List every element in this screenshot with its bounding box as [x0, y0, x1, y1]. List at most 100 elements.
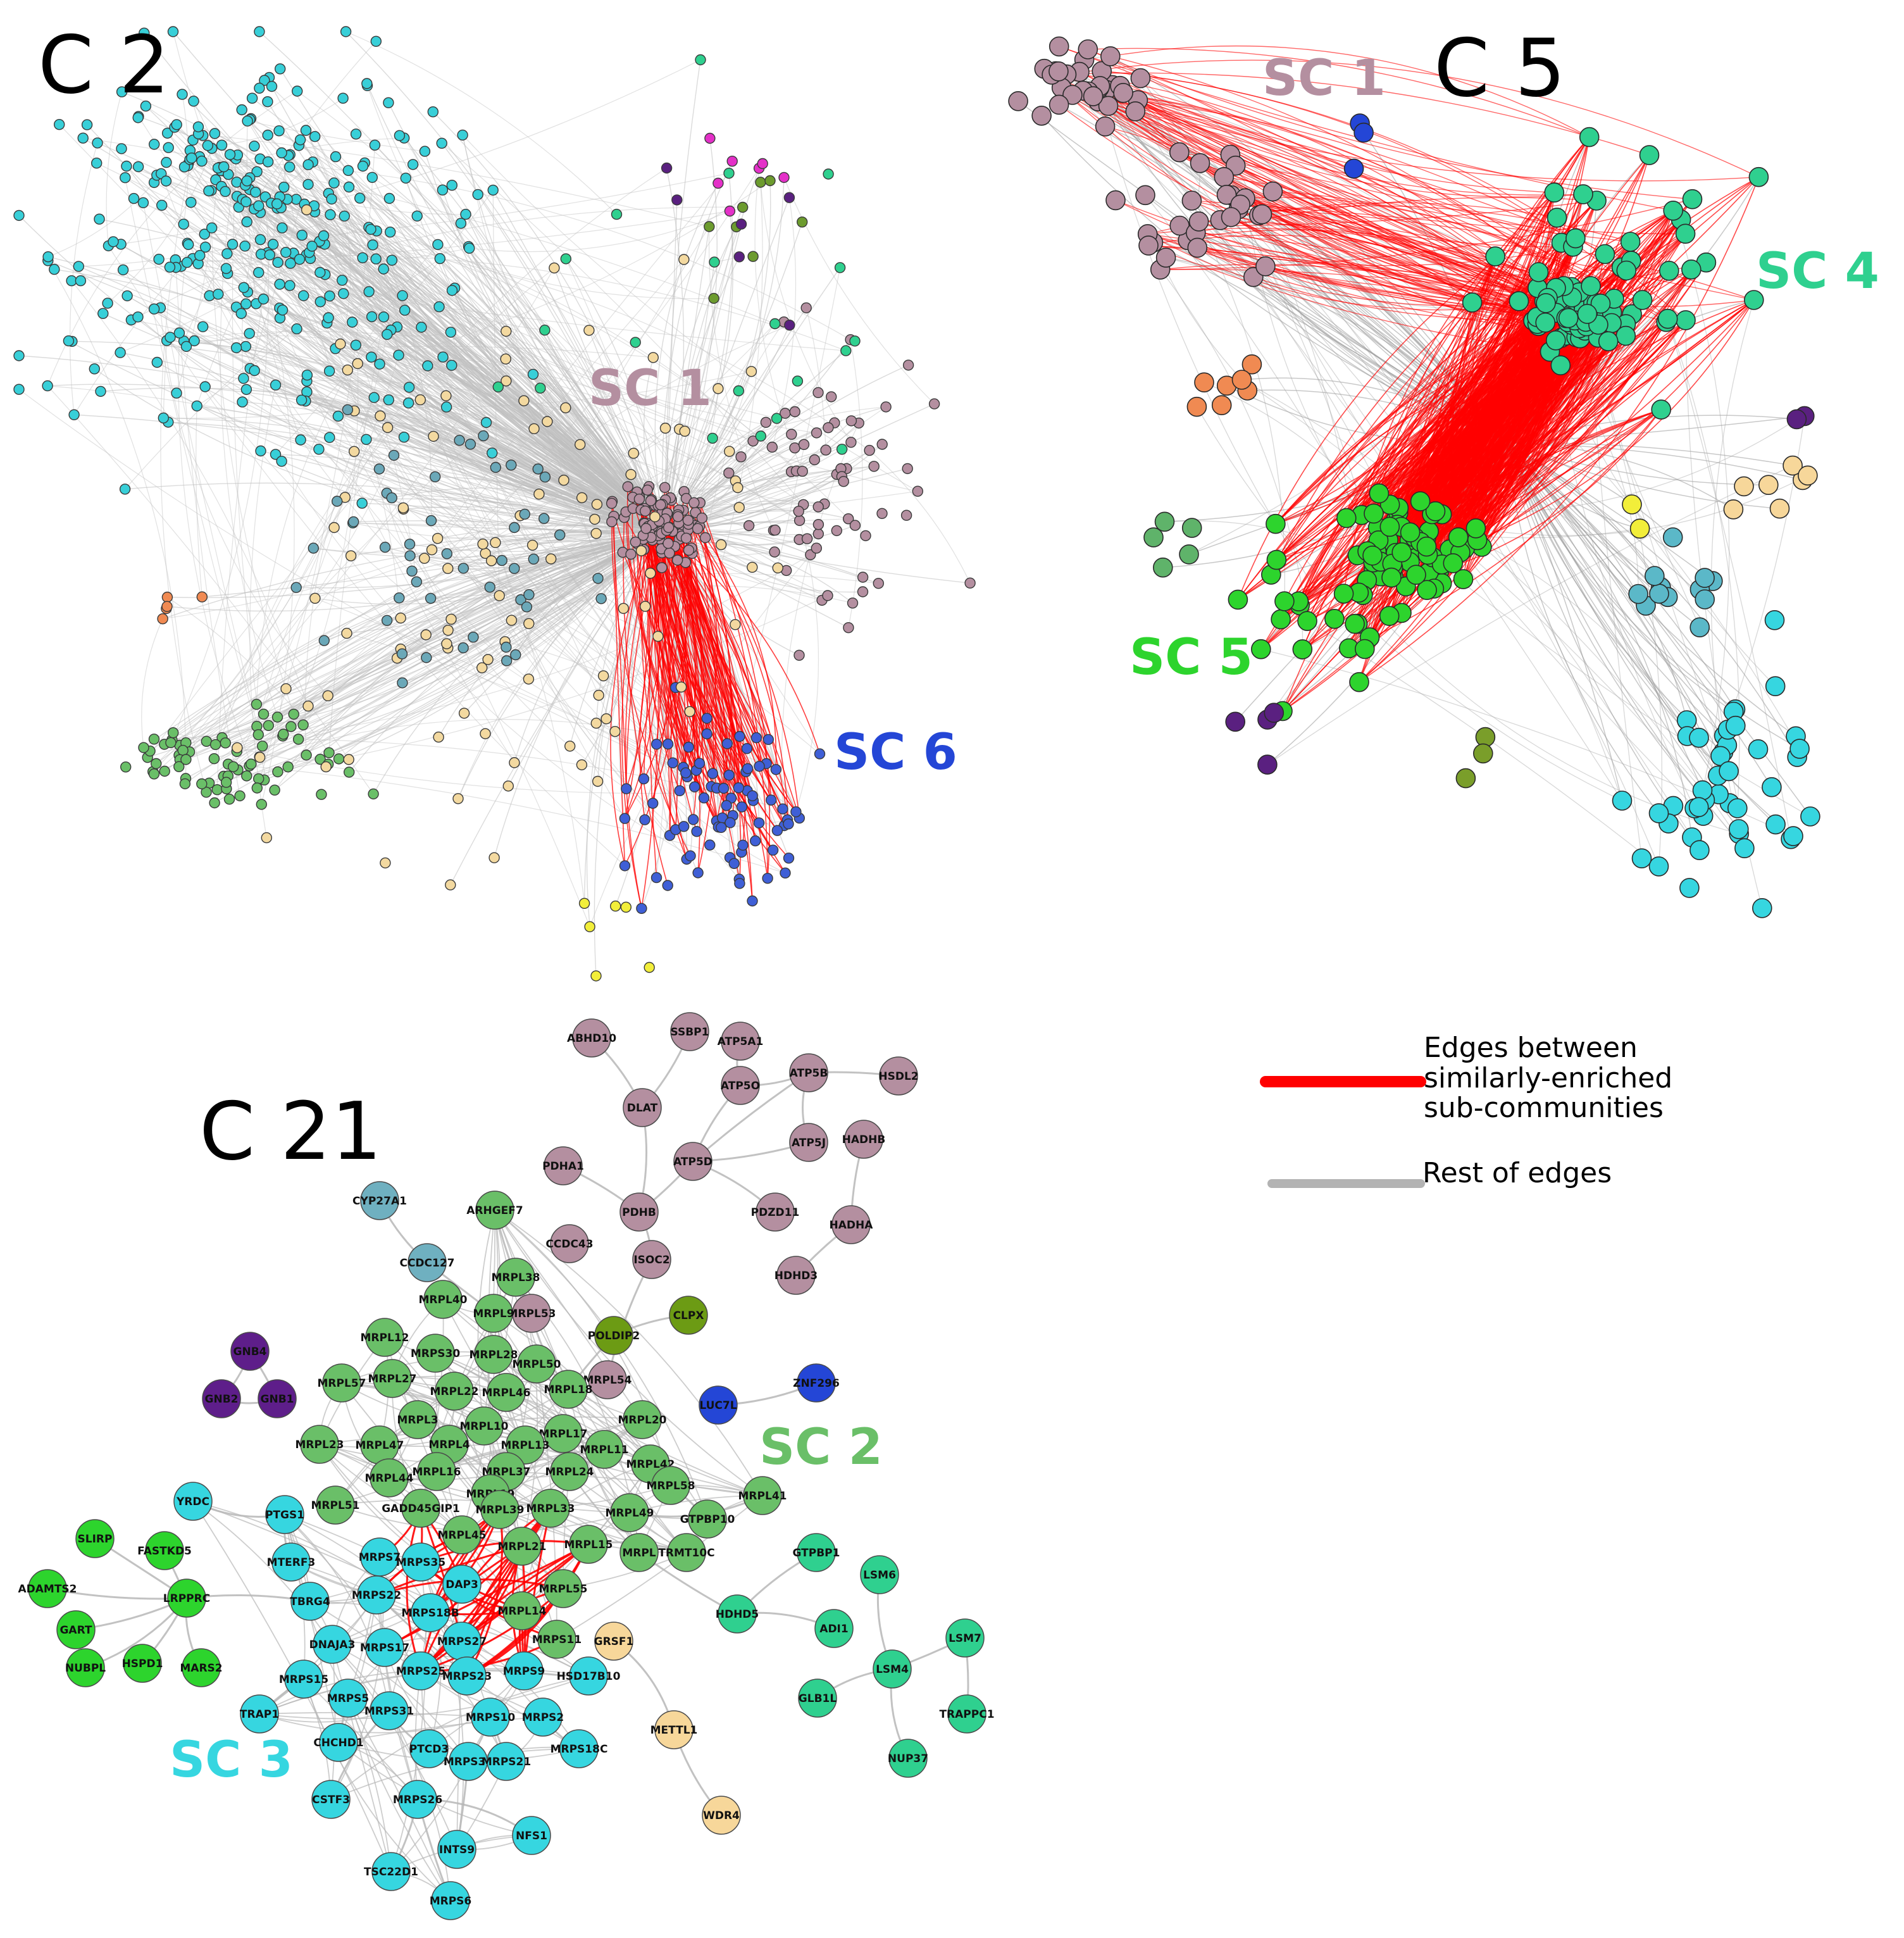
c21-node-label: TRAPPC1	[939, 1708, 994, 1721]
c2-node	[272, 766, 283, 778]
c2-node	[671, 554, 683, 566]
c2-node	[324, 291, 335, 302]
c2-edge	[249, 161, 313, 369]
c2-node	[278, 728, 289, 740]
c2-node	[771, 413, 783, 424]
c5-enriched-edge	[1066, 72, 1650, 156]
c2-node	[196, 591, 208, 603]
c2-edge	[221, 474, 632, 739]
c5-node	[1048, 61, 1069, 82]
c2-node	[42, 380, 53, 392]
c5-node	[1595, 244, 1615, 265]
c21-node: SLIRP	[75, 1519, 115, 1558]
c2-node	[224, 149, 236, 160]
c5-enriched-edge	[1364, 287, 1557, 649]
c2-node	[271, 711, 283, 723]
c5-node	[1225, 711, 1245, 732]
c21-node-label: MTERF3	[267, 1556, 316, 1569]
c5-node	[1764, 610, 1785, 630]
c2-node	[755, 430, 767, 442]
c2-node	[457, 129, 468, 141]
c5-node	[1400, 522, 1421, 543]
c2-node	[611, 208, 623, 220]
c2-node	[683, 741, 695, 753]
c2-edge	[125, 177, 259, 735]
c21-node-label: MRPS26	[393, 1794, 442, 1806]
c5-enriched-edge	[1361, 302, 1473, 515]
c2-node	[197, 321, 209, 332]
c2-edge	[138, 166, 665, 532]
c2-node	[342, 165, 354, 177]
c2-node	[191, 400, 202, 412]
c2-node	[708, 292, 719, 304]
c21-node: GART	[56, 1610, 96, 1649]
c5-node	[1349, 672, 1369, 692]
c2-node	[120, 761, 132, 773]
c2-enriched-edge	[695, 525, 718, 734]
c21-node-label: ATP5B	[790, 1067, 828, 1080]
c2-node	[156, 199, 168, 211]
c5-node	[1062, 85, 1083, 105]
c2-node	[196, 778, 208, 790]
c2-node	[840, 345, 852, 356]
c5-node	[1734, 476, 1754, 497]
c2-edge	[313, 161, 665, 532]
c5-enriched-edge	[1245, 197, 1568, 323]
c2-node	[849, 520, 861, 531]
c2-enriched-edge	[674, 546, 718, 789]
c21-node: NUP37	[888, 1739, 928, 1778]
c2-edge	[409, 531, 665, 553]
c2-node	[699, 532, 711, 544]
c2-node	[302, 700, 314, 712]
c2-node	[736, 801, 748, 813]
c2-edge	[353, 520, 665, 532]
c2-node	[263, 720, 274, 732]
c5-edge	[1505, 442, 1655, 577]
c2-node	[757, 158, 768, 170]
c2-edge	[664, 177, 785, 532]
c21-node-label: HSDL2	[878, 1070, 918, 1083]
c2-edge	[664, 168, 685, 532]
c2-node	[928, 398, 940, 409]
c2-node	[664, 547, 675, 559]
c2-node	[240, 341, 252, 353]
c2-node	[261, 832, 272, 844]
c2-node	[619, 860, 631, 872]
c2-node	[831, 525, 843, 537]
c2-node	[490, 537, 501, 548]
c2-node	[747, 895, 758, 907]
c2-node	[95, 385, 106, 397]
c2-node	[767, 844, 779, 856]
c5-node	[1695, 589, 1715, 610]
c2-node	[843, 622, 854, 634]
c2-edge	[252, 97, 665, 532]
c21-edge	[341, 1354, 494, 1384]
c2-node	[847, 597, 859, 609]
c5-node	[1231, 370, 1252, 390]
c5-edge	[1505, 442, 1794, 837]
c21-node-label: MRPL16	[413, 1466, 461, 1479]
c2-node	[297, 719, 309, 731]
c2-edge	[236, 347, 492, 561]
c21-node-label: ARHGEF7	[466, 1204, 523, 1217]
c5-enriched-edge	[1135, 111, 1556, 341]
c2-edge	[218, 206, 743, 295]
c2-edge	[108, 59, 701, 246]
c2-node	[246, 92, 258, 104]
c21-node: MRPL40	[419, 1280, 468, 1319]
c2-node	[368, 392, 380, 403]
c21-node-label: PTGS1	[265, 1509, 304, 1522]
c2-node	[685, 850, 696, 861]
c2-node	[414, 394, 426, 406]
c21-node: LRPPRC	[163, 1579, 210, 1618]
c2-node	[814, 748, 826, 760]
c21-node: WDR4	[702, 1796, 741, 1835]
c2-nodes	[13, 26, 976, 982]
c21-node-label: MRPL4	[428, 1439, 470, 1451]
c2-node	[301, 204, 313, 216]
c5-edge	[1588, 328, 1643, 859]
c2-node	[420, 629, 432, 641]
c2-node	[842, 513, 854, 525]
c2-node	[238, 373, 249, 384]
c2-node	[332, 410, 344, 422]
